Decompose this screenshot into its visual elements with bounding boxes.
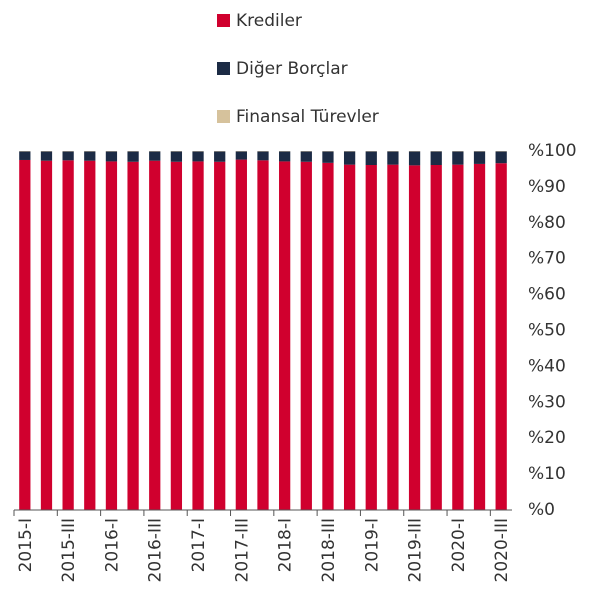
x-tick-label: 2019-I xyxy=(362,518,382,572)
x-tick-label: 2017-I xyxy=(189,518,209,572)
legend-swatch xyxy=(217,110,230,123)
bar-segment xyxy=(495,163,507,510)
bar-segment xyxy=(170,161,183,510)
bar-segment xyxy=(300,161,312,510)
x-tick-label: 2020-I xyxy=(449,518,469,572)
x-tick-label: 2015-I xyxy=(16,518,36,572)
bar-segment xyxy=(40,151,53,161)
bar-segment xyxy=(430,151,442,166)
bar-segment xyxy=(365,165,377,510)
y-tick-label: %90 xyxy=(528,177,566,197)
bar-segment xyxy=(127,151,139,162)
x-tick-label: 2017-III xyxy=(232,518,252,582)
bar-segment xyxy=(279,161,291,510)
bar-segment xyxy=(84,160,96,510)
bar-segment xyxy=(214,151,226,162)
bar-segment xyxy=(149,151,161,161)
x-tick-label: 2020-III xyxy=(492,518,512,582)
bar-segment xyxy=(170,151,183,162)
y-tick-label: %20 xyxy=(528,428,566,448)
bar-segment xyxy=(192,151,204,162)
y-tick-label: %40 xyxy=(528,356,566,376)
bar-segment xyxy=(343,151,356,165)
legend-label: Diğer Borçlar xyxy=(236,59,348,79)
y-tick-label: %0 xyxy=(528,500,555,520)
bar-segment xyxy=(192,161,204,510)
y-tick-label: %50 xyxy=(528,321,566,341)
bar-segment xyxy=(40,160,53,510)
x-tick-label: 2019-III xyxy=(406,518,426,582)
bar-segment xyxy=(19,159,31,510)
legend-label: Finansal Türevler xyxy=(236,107,379,127)
bar-segment xyxy=(105,151,118,162)
bar-segment xyxy=(235,159,247,510)
y-tick-label: %70 xyxy=(528,249,566,269)
bar-segment xyxy=(473,151,486,164)
bar-segment xyxy=(430,165,442,510)
x-tick-label: 2018-III xyxy=(319,518,339,582)
bar-segment xyxy=(387,151,399,165)
bar-segment xyxy=(300,151,312,162)
bar-segment xyxy=(452,164,464,510)
y-tick-label: %30 xyxy=(528,392,566,412)
bar-segment xyxy=(19,151,31,160)
bar-segment xyxy=(257,151,269,161)
bar-segment xyxy=(214,161,226,510)
bar-segment xyxy=(127,161,139,510)
x-tick-label: 2016-III xyxy=(146,518,166,582)
bar-segment xyxy=(84,151,96,161)
bar-segment xyxy=(452,151,464,165)
bar-segment xyxy=(365,151,377,166)
bar-segment xyxy=(62,151,74,161)
bar-segment xyxy=(343,164,356,510)
bar-segment xyxy=(495,151,507,164)
legend-swatch xyxy=(217,14,230,27)
legend-label: Krediler xyxy=(236,11,302,31)
bar-segment xyxy=(408,151,421,166)
bar-segment xyxy=(105,161,118,510)
x-tick-label: 2015-III xyxy=(59,518,79,582)
bar-segment xyxy=(149,160,161,510)
y-tick-label: %80 xyxy=(528,213,566,233)
bar-segment xyxy=(322,162,334,511)
y-tick-label: %60 xyxy=(528,285,566,305)
y-tick-label: %10 xyxy=(528,464,566,484)
y-tick-label: %100 xyxy=(528,141,577,161)
bar-segment xyxy=(62,160,74,511)
bar-segment xyxy=(322,151,334,163)
bar-segment xyxy=(257,160,269,511)
bar-segment xyxy=(408,165,421,511)
x-tick-label: 2018-I xyxy=(276,518,296,572)
bar-segment xyxy=(279,151,291,162)
bar-segment xyxy=(473,163,486,510)
x-tick-label: 2016-I xyxy=(102,518,122,572)
bar-segment xyxy=(235,151,247,160)
bar-segment xyxy=(387,164,399,510)
legend-swatch xyxy=(217,62,230,75)
